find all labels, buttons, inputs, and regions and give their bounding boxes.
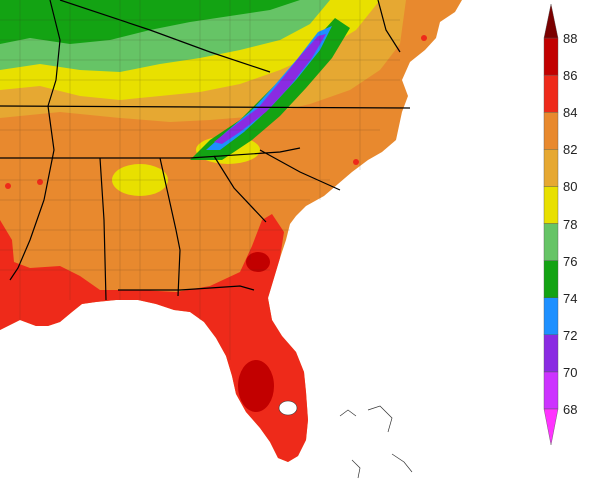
legend-bin-68-70 <box>543 371 559 410</box>
coastal-islands <box>339 405 413 479</box>
legend-tick-78: 78 <box>563 217 577 232</box>
legend-tick-82: 82 <box>563 142 577 157</box>
legend-bins <box>543 3 559 446</box>
legend-tick-68: 68 <box>563 402 577 417</box>
legend-tick-70: 70 <box>563 365 577 380</box>
legend-bin-82-84 <box>543 111 559 150</box>
legend-arrow-above <box>543 3 559 39</box>
color-scale-legend: 88 86 84 82 80 78 76 74 72 70 68 <box>543 3 577 446</box>
state-borders <box>0 0 411 301</box>
legend-bin-76-78 <box>543 223 559 261</box>
legend-bin-72-74 <box>543 297 559 336</box>
hotspot-florida-west <box>238 360 274 412</box>
legend-tick-84: 84 <box>563 105 577 120</box>
legend-tick-88: 88 <box>563 31 577 46</box>
legend-arrow-below <box>543 408 559 446</box>
band-84-coastal <box>0 214 308 462</box>
hotspot-dot <box>37 179 43 185</box>
legend-bin-78-80 <box>543 186 559 224</box>
appalachian-purple <box>214 34 326 144</box>
hotspot-dot <box>353 159 359 165</box>
legend-tick-72: 72 <box>563 328 577 343</box>
temperature-map <box>0 0 462 479</box>
legend-tick-80: 80 <box>563 179 577 194</box>
county-borders <box>0 0 400 360</box>
hotspot-dot <box>5 183 11 189</box>
legend-tick-74: 74 <box>563 291 577 306</box>
legend-tick-86: 86 <box>563 68 577 83</box>
legend-bin-84-86 <box>543 74 559 113</box>
legend-bin-70-72 <box>543 334 559 373</box>
legend-bin-86-88 <box>543 37 559 76</box>
yellow-patch-alabama <box>112 164 168 196</box>
legend-bin-74-76 <box>543 260 559 298</box>
hotspot-dot <box>421 35 427 41</box>
legend-tick-76: 76 <box>563 254 577 269</box>
legend-labels: 88 86 84 82 80 78 76 74 72 70 68 <box>563 31 577 417</box>
legend-bin-80-82 <box>543 149 559 187</box>
lake-okeechobee <box>278 400 298 416</box>
band-74 <box>0 0 300 44</box>
hotspot-georgia-coast <box>246 252 270 272</box>
